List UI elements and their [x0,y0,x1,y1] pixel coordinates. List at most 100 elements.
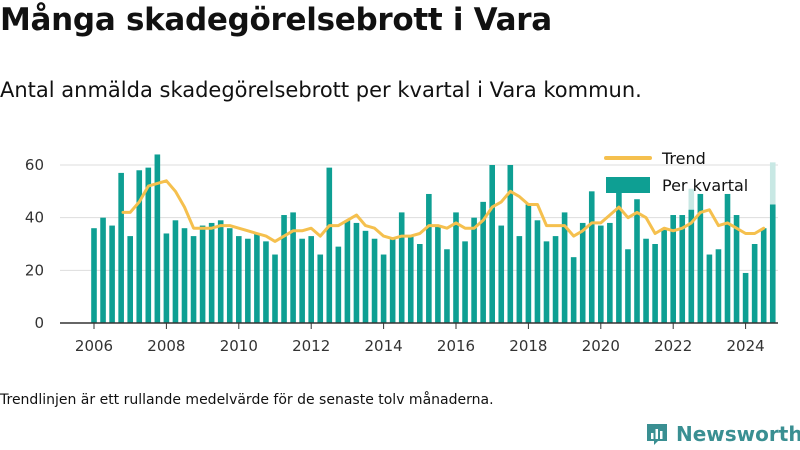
bar-chart-logo-icon [647,424,667,445]
bar [507,165,514,323]
brand-name: Newsworthy [676,422,800,446]
bar [145,167,152,323]
bar [371,238,378,323]
bar [91,228,97,323]
bar [335,246,342,323]
bar [625,249,631,323]
bar [407,236,414,323]
bar [579,222,586,323]
bar [380,254,387,323]
bar [308,236,314,323]
legend-label-trend: Trend [661,149,706,168]
bar [163,233,170,323]
bar [670,215,676,323]
bar [136,170,143,323]
footnote: Trendlinjen är ett rullande medelvärde f… [0,392,494,408]
bar [480,201,486,323]
x-tick-label: 2010 [220,337,258,355]
bar [263,241,269,323]
chart-area: 0 20 40 60 2006 2008 2010 2012 2014 2016 2018 2020 2… [25,149,778,355]
bar [525,204,532,323]
bar [760,228,767,323]
bar [109,225,115,323]
bar [715,249,722,323]
legend-swatch-bars [606,177,650,193]
x-tick-label: 2014 [365,337,403,355]
bar [471,217,477,323]
bar [317,254,324,323]
bar [598,225,604,323]
bar [751,244,758,323]
bar [236,236,242,323]
bar [498,225,505,323]
y-tick-label: 20 [25,261,44,279]
bar [226,228,233,323]
bar [208,222,215,323]
bar [679,215,686,323]
bar [272,254,278,323]
chart-title: Många skadegörelsebrott i Vara [0,2,552,38]
bar [344,220,351,323]
bar [616,183,622,323]
bar [181,228,188,323]
bar [561,212,568,323]
bar [769,204,776,323]
bar [398,212,405,323]
x-tick-label: 2008 [147,337,185,355]
bar [444,249,450,323]
x-tick-label: 2024 [727,337,765,355]
y-tick-label: 60 [25,156,44,174]
bar [326,167,333,323]
bar [543,241,550,323]
bar [100,217,106,323]
bar [118,172,124,323]
y-tick-label: 0 [34,314,44,332]
bar [245,238,251,323]
bar [489,165,495,323]
bar [516,236,523,323]
bar [290,212,296,323]
y-tick-label: 40 [25,209,44,227]
x-tick-label: 2020 [582,337,620,355]
bar [453,212,459,323]
legend-label-bars: Per kvartal [662,176,748,195]
x-tick-label: 2012 [292,337,330,355]
bar [588,191,595,323]
bar [688,209,695,323]
bar [643,238,649,323]
bar [299,238,305,323]
bar [697,193,704,323]
bar [706,254,713,323]
bar [127,236,133,323]
bar [353,222,360,323]
x-tick-label: 2016 [437,337,475,355]
x-tick-label: 2018 [509,337,547,355]
bar [661,228,667,323]
bar [724,193,731,323]
bar [462,241,468,323]
x-tick-label: 2006 [75,337,113,355]
trend-line [121,179,766,243]
bar [742,272,749,323]
brand-logo: Newsworthy [644,420,800,448]
bar [172,220,179,323]
bar [254,233,260,323]
bar [733,215,740,323]
x-tick-label: 2022 [654,337,692,355]
bar [217,220,224,323]
bar [199,225,206,323]
bar [534,220,541,323]
bar [281,215,287,323]
bar [417,244,423,323]
bar [190,236,197,323]
chart-subtitle: Antal anmälda skadegörelsebrott per kvar… [0,78,642,102]
bar [634,199,640,323]
bar [389,238,396,323]
bar [362,230,369,323]
bar [426,193,432,323]
bar [435,225,441,323]
bar [652,244,658,323]
bar [607,222,613,323]
bar [552,236,559,323]
bar [570,257,577,323]
